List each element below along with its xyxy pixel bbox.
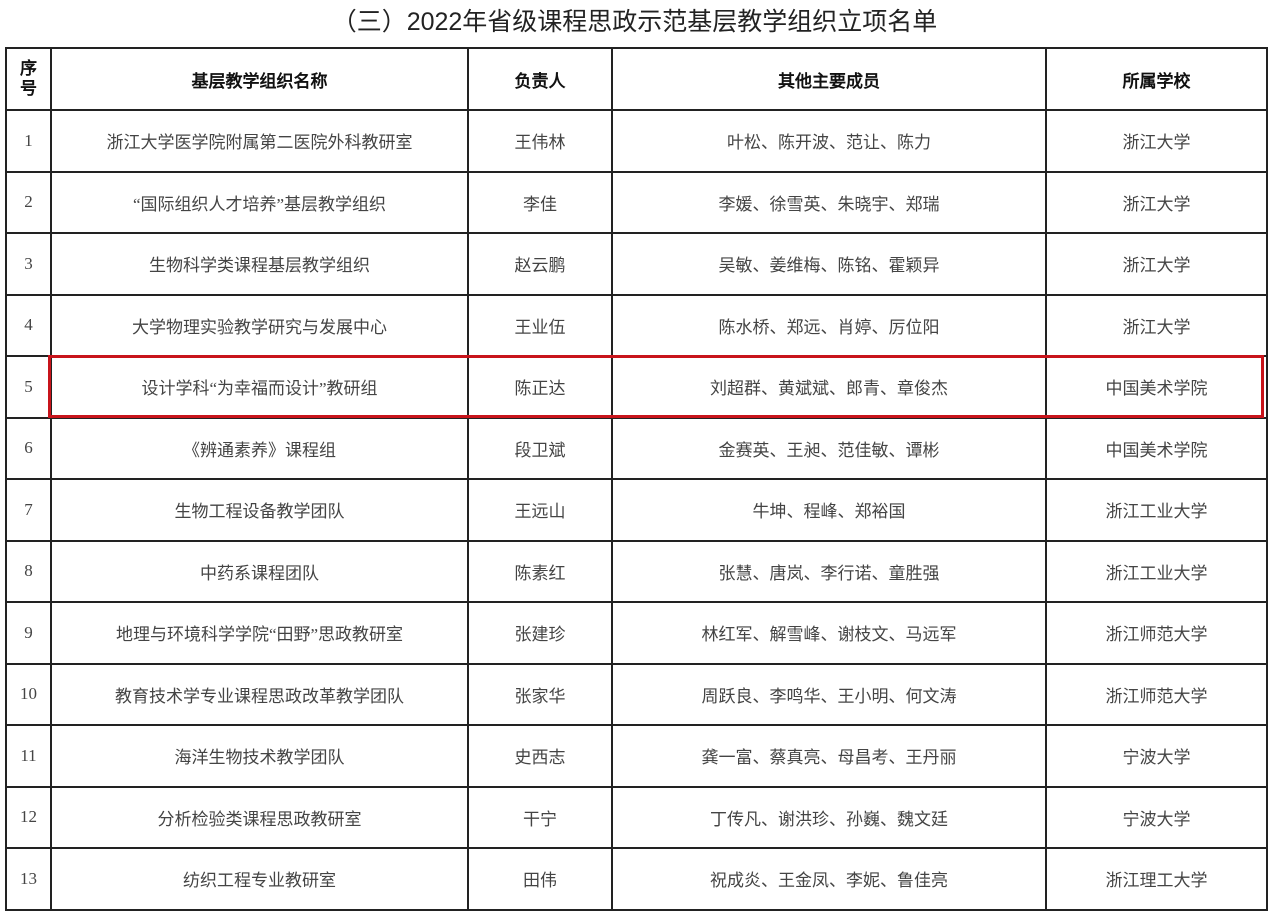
cell-seq: 10: [5, 662, 52, 726]
table-row: 12 分析检验类课程思政教研室 干宁 丁传凡、谢洪珍、孙巍、魏文廷 宁波大学: [5, 785, 1268, 849]
cell-leader: 田伟: [467, 847, 613, 911]
cell-school: 宁波大学: [1045, 724, 1268, 788]
table-row: 3 生物科学类课程基层教学组织 赵云鹏 吴敏、姜维梅、陈铭、霍颖异 浙江大学: [5, 232, 1268, 296]
cell-school: 浙江师范大学: [1045, 601, 1268, 665]
cell-seq: 11: [5, 724, 52, 788]
cell-seq: 12: [5, 785, 52, 849]
cell-seq: 1: [5, 109, 52, 173]
table-row: 5 设计学科“为幸福而设计”教研组 陈正达 刘超群、黄斌斌、郎青、章俊杰 中国美术学院: [5, 355, 1268, 419]
cell-name: 生物工程设备教学团队: [50, 478, 469, 542]
cell-name: 大学物理实验教学研究与发展中心: [50, 293, 469, 357]
cell-school: 浙江理工大学: [1045, 847, 1268, 911]
cell-seq: 3: [5, 232, 52, 296]
cell-leader: 陈正达: [467, 355, 613, 419]
cell-school: 中国美术学院: [1045, 355, 1268, 419]
table-row: 10 教育技术学专业课程思政改革教学团队 张家华 周跃良、李鸣华、王小明、何文涛 浙江师…: [5, 662, 1268, 726]
cell-school: 浙江师范大学: [1045, 662, 1268, 726]
cell-name: 《辨通素养》课程组: [50, 416, 469, 480]
header-name: 基层教学组织名称: [50, 47, 469, 111]
cell-members: 龚一富、蔡真亮、母昌考、王丹丽: [611, 724, 1047, 788]
cell-seq: 9: [5, 601, 52, 665]
cell-name: 海洋生物技术教学团队: [50, 724, 469, 788]
cell-members: 陈水桥、郑远、肖婷、厉位阳: [611, 293, 1047, 357]
table-row: 11 海洋生物技术教学团队 史西志 龚一富、蔡真亮、母昌考、王丹丽 宁波大学: [5, 724, 1268, 788]
header-seq-label: 序号: [20, 59, 37, 98]
cell-school: 宁波大学: [1045, 785, 1268, 849]
table-row: 8 中药系课程团队 陈素红 张慧、唐岚、李行诺、童胜强 浙江工业大学: [5, 539, 1268, 603]
cell-seq: 2: [5, 170, 52, 234]
cell-members: 刘超群、黄斌斌、郎青、章俊杰: [611, 355, 1047, 419]
cell-members: 牛坤、程峰、郑裕国: [611, 478, 1047, 542]
cell-seq: 13: [5, 847, 52, 911]
cell-seq: 7: [5, 478, 52, 542]
cell-name: 纺织工程专业教研室: [50, 847, 469, 911]
cell-members: 叶松、陈开波、范让、陈力: [611, 109, 1047, 173]
cell-name: 中药系课程团队: [50, 539, 469, 603]
cell-members: 祝成炎、王金凤、李妮、鲁佳亮: [611, 847, 1047, 911]
cell-leader: 张家华: [467, 662, 613, 726]
cell-seq: 8: [5, 539, 52, 603]
cell-seq: 5: [5, 355, 52, 419]
cell-school: 浙江工业大学: [1045, 478, 1268, 542]
cell-school: 浙江工业大学: [1045, 539, 1268, 603]
table-row: 13 纺织工程专业教研室 田伟 祝成炎、王金凤、李妮、鲁佳亮 浙江理工大学: [5, 847, 1268, 911]
table-row: 9 地理与环境科学学院“田野”思政教研室 张建珍 林红军、解雪峰、谢枝文、马远军 浙江师…: [5, 601, 1268, 665]
table-row: 2 “国际组织人才培养”基层教学组织 李佳 李媛、徐雪英、朱晓宇、郑瑞 浙江大学: [5, 170, 1268, 234]
cell-name: 分析检验类课程思政教研室: [50, 785, 469, 849]
cell-name: 浙江大学医学院附属第二医院外科教研室: [50, 109, 469, 173]
table-row: 7 生物工程设备教学团队 王远山 牛坤、程峰、郑裕国 浙江工业大学: [5, 478, 1268, 542]
cell-members: 李媛、徐雪英、朱晓宇、郑瑞: [611, 170, 1047, 234]
cell-school: 浙江大学: [1045, 170, 1268, 234]
cell-name: 生物科学类课程基层教学组织: [50, 232, 469, 296]
page-title: （三）2022年省级课程思政示范基层教学组织立项名单: [331, 8, 938, 36]
cell-seq: 4: [5, 293, 52, 357]
cell-leader: 王业伍: [467, 293, 613, 357]
cell-members: 张慧、唐岚、李行诺、童胜强: [611, 539, 1047, 603]
header-members: 其他主要成员: [611, 47, 1047, 111]
cell-leader: 张建珍: [467, 601, 613, 665]
cell-members: 丁传凡、谢洪珍、孙巍、魏文廷: [611, 785, 1047, 849]
cell-name: 教育技术学专业课程思政改革教学团队: [50, 662, 469, 726]
cell-name: 地理与环境科学学院“田野”思政教研室: [50, 601, 469, 665]
header-school: 所属学校: [1045, 47, 1268, 111]
cell-leader: 李佳: [467, 170, 613, 234]
cell-members: 周跃良、李鸣华、王小明、何文涛: [611, 662, 1047, 726]
cell-school: 中国美术学院: [1045, 416, 1268, 480]
cell-leader: 赵云鹏: [467, 232, 613, 296]
cell-leader: 王远山: [467, 478, 613, 542]
cell-school: 浙江大学: [1045, 109, 1268, 173]
cell-seq: 6: [5, 416, 52, 480]
cell-members: 林红军、解雪峰、谢枝文、马远军: [611, 601, 1047, 665]
table-row: 4 大学物理实验教学研究与发展中心 王业伍 陈水桥、郑远、肖婷、厉位阳 浙江大学: [5, 293, 1268, 357]
header-seq: 序号: [5, 47, 52, 111]
table-header-row: 序号 基层教学组织名称 负责人 其他主要成员 所属学校: [5, 47, 1268, 111]
cell-school: 浙江大学: [1045, 232, 1268, 296]
cell-leader: 王伟林: [467, 109, 613, 173]
cell-leader: 干宁: [467, 785, 613, 849]
header-leader: 负责人: [467, 47, 613, 111]
cell-members: 吴敏、姜维梅、陈铭、霍颖异: [611, 232, 1047, 296]
project-list-table: 序号 基层教学组织名称 负责人 其他主要成员 所属学校 1 浙江大学医学院附属第二…: [5, 47, 1268, 911]
cell-leader: 陈素红: [467, 539, 613, 603]
cell-name: “国际组织人才培养”基层教学组织: [50, 170, 469, 234]
table-row: 6 《辨通素养》课程组 段卫斌 金赛英、王昶、范佳敏、谭彬 中国美术学院: [5, 416, 1268, 480]
table-row: 1 浙江大学医学院附属第二医院外科教研室 王伟林 叶松、陈开波、范让、陈力 浙江大学: [5, 109, 1268, 173]
cell-name: 设计学科“为幸福而设计”教研组: [50, 355, 469, 419]
cell-leader: 段卫斌: [467, 416, 613, 480]
cell-school: 浙江大学: [1045, 293, 1268, 357]
cell-leader: 史西志: [467, 724, 613, 788]
cell-members: 金赛英、王昶、范佳敏、谭彬: [611, 416, 1047, 480]
